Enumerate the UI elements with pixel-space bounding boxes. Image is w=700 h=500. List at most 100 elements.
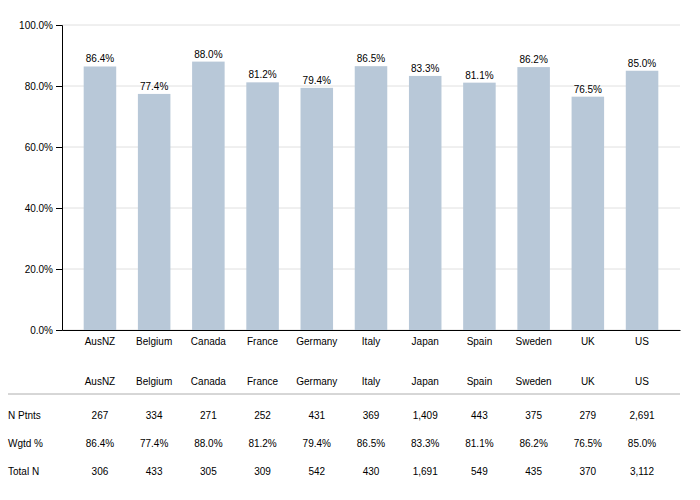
x-tick-label: Spain	[467, 336, 493, 347]
y-tick-mark	[56, 25, 62, 26]
bar	[192, 62, 225, 330]
table-header: Belgium	[136, 376, 172, 387]
table-cell: 334	[146, 410, 163, 421]
bar	[84, 66, 117, 330]
data-label: 76.5%	[574, 84, 602, 95]
x-tick: US	[635, 336, 649, 347]
table-cell: 77.4%	[140, 438, 168, 449]
x-tick-label: UK	[581, 336, 595, 347]
table-cell: 375	[525, 410, 542, 421]
table-cell: 271	[200, 410, 217, 421]
table-cell: 88.0%	[194, 438, 222, 449]
data-label: 86.2%	[519, 54, 547, 65]
table-cell: 305	[200, 466, 217, 477]
bar	[517, 67, 550, 330]
x-tick: UK	[581, 336, 595, 347]
x-tick: Italy	[362, 336, 380, 347]
x-tick-label: Italy	[362, 336, 380, 347]
x-tick: AusNZ	[85, 336, 116, 347]
bar	[626, 71, 659, 330]
bar	[246, 82, 279, 330]
y-tick-mark	[56, 269, 62, 270]
y-tick-label: 20.0%	[25, 264, 53, 275]
table-cell: 279	[579, 410, 596, 421]
bar	[463, 83, 496, 330]
table-row-label: Wgtd %	[8, 438, 43, 449]
table-cell: 76.5%	[574, 438, 602, 449]
table-cell: 1,691	[413, 466, 438, 477]
y-tick-label: 60.0%	[25, 142, 53, 153]
x-tick-label: France	[247, 336, 279, 347]
table-header: Italy	[362, 376, 380, 387]
x-tick: Belgium	[136, 336, 172, 347]
y-tick-mark	[56, 208, 62, 209]
grid	[62, 25, 680, 330]
y-tick: 100.0%	[19, 20, 62, 31]
y-tick-mark	[56, 147, 62, 148]
data-label: 81.1%	[465, 70, 493, 81]
table-header: Japan	[412, 376, 439, 387]
data-label: 86.4%	[86, 53, 114, 64]
x-tick: Spain	[467, 336, 493, 347]
data-labels: 86.4%77.4%88.0%81.2%79.4%86.5%83.3%81.1%…	[86, 49, 657, 95]
y-tick-mark	[56, 86, 62, 87]
table-separator	[8, 394, 680, 395]
table-cell: 86.5%	[357, 438, 385, 449]
x-tick-label: AusNZ	[85, 336, 116, 347]
bars	[84, 62, 659, 330]
x-tick-label: Japan	[412, 336, 439, 347]
bar	[138, 94, 171, 330]
table-cell: 549	[471, 466, 488, 477]
table: AusNZBelgiumCanadaFranceGermanyItalyJapa…	[8, 376, 680, 477]
y-tick-label: 0.0%	[30, 325, 53, 336]
table-row-label: N Ptnts	[8, 410, 41, 421]
x-tick: France	[247, 336, 279, 347]
bar	[409, 76, 442, 330]
grid-line	[62, 25, 680, 26]
table-cell: 369	[363, 410, 380, 421]
table-cell: 83.3%	[411, 438, 439, 449]
y-tick-mark	[56, 330, 62, 331]
bar	[301, 88, 334, 330]
y-tick: 20.0%	[25, 264, 62, 275]
x-tick: Japan	[412, 336, 439, 347]
x-tick-label: US	[635, 336, 649, 347]
x-tick-label: Germany	[296, 336, 337, 347]
x-tick: Canada	[191, 336, 226, 347]
bar	[572, 97, 605, 330]
table-row-label: Total N	[8, 466, 39, 477]
table-cell: 443	[471, 410, 488, 421]
table-cell: 252	[254, 410, 271, 421]
x-tick-label: Belgium	[136, 336, 172, 347]
table-cell: 542	[308, 466, 325, 477]
data-label: 79.4%	[303, 75, 331, 86]
x-axis: AusNZ Belgium Canada France Germany Italy Japa…	[63, 331, 681, 348]
table-cell: 435	[525, 466, 542, 477]
data-label: 88.0%	[194, 49, 222, 60]
y-tick: 0.0%	[30, 325, 62, 336]
y-axis-line	[56, 26, 63, 331]
y-tick: 80.0%	[25, 81, 62, 92]
table-header: US	[635, 376, 649, 387]
table-cell: 3,112	[630, 466, 655, 477]
data-label: 83.3%	[411, 63, 439, 74]
y-tick: 60.0%	[25, 142, 62, 153]
data-label: 85.0%	[628, 58, 656, 69]
table-header: France	[247, 376, 279, 387]
x-tick-label: Sweden	[516, 336, 552, 347]
table-cell: 309	[254, 466, 271, 477]
table-header: Sweden	[516, 376, 552, 387]
table-cell: 81.1%	[465, 438, 493, 449]
table-cell: 81.2%	[248, 438, 276, 449]
table-cell: 1,409	[413, 410, 438, 421]
data-label: 86.5%	[357, 53, 385, 64]
x-tick: Germany	[296, 336, 337, 347]
table-header: UK	[581, 376, 595, 387]
table-header: AusNZ	[85, 376, 116, 387]
chart: 86.4% 77.4% 88.0% 81.2% 79.4% 86.5% 83.3% 81.1%…	[0, 0, 700, 500]
table-cell: 86.2%	[519, 438, 547, 449]
y-tick: 40.0%	[25, 203, 62, 214]
table-cell: 86.4%	[86, 438, 114, 449]
table-cell: 306	[92, 466, 109, 477]
table-cell: 431	[308, 410, 325, 421]
